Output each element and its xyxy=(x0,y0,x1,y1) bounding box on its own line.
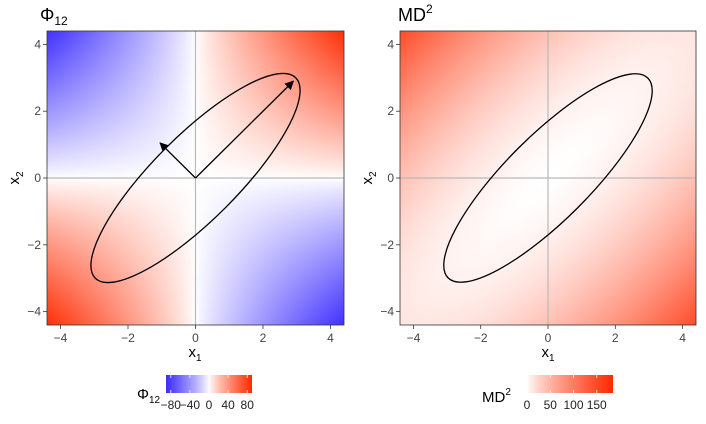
legend-colorbar xyxy=(166,375,252,393)
y-tick-label: −2 xyxy=(27,238,41,252)
legend-tick-label: −40 xyxy=(180,398,201,412)
legend-tick-label: 40 xyxy=(221,398,235,412)
x-axis-ticks: −4 −2 0 2 4 xyxy=(407,325,686,345)
x-tick-label: 0 xyxy=(545,331,552,345)
y-axis-ticks: −4 −2 0 2 4 xyxy=(27,37,47,319)
x-tick-label: −2 xyxy=(121,331,135,345)
y-axis-label: x2 xyxy=(6,171,26,185)
panel-md2: MD2 −4 −2 0 2 4 −4 −2 0 2 4 x1 x2 xyxy=(359,2,697,364)
ellipse-layer xyxy=(443,73,653,283)
arrow-layer xyxy=(159,80,295,179)
x-tick-label: 4 xyxy=(679,331,686,345)
x-axis-label: x1 xyxy=(541,344,555,364)
x-axis-label: x1 xyxy=(188,344,202,364)
legend-title: Φ12 xyxy=(137,386,161,406)
x-axis-ticks: −4 −2 0 2 4 xyxy=(54,325,334,345)
legend-tick-label: 50 xyxy=(544,398,558,412)
confidence-ellipse xyxy=(443,73,653,283)
legend-tick-label: 0 xyxy=(524,398,531,412)
y-axis-label: x2 xyxy=(359,171,379,185)
legend-tick-label: 150 xyxy=(587,398,607,412)
y-tick-label: −4 xyxy=(27,305,41,319)
eigenvector-arrow xyxy=(195,80,295,179)
legend-colorbar xyxy=(527,375,613,393)
panel-phi12: Φ12 −4 −2 0 2 4 −4 −2 0 2 4 x1 x2 xyxy=(6,5,345,364)
legend-ticks: 0 50 100 150 xyxy=(524,375,607,412)
y-tick-label: 4 xyxy=(387,37,394,51)
legend-phi12: Φ12 −80−40 0 40 80 xyxy=(137,375,254,412)
eigenvector-arrow xyxy=(159,142,196,179)
panel-title: MD2 xyxy=(398,2,433,25)
legend-tick-label: −80 xyxy=(161,398,182,412)
x-tick-label: −2 xyxy=(474,331,488,345)
y-tick-label: 2 xyxy=(34,104,41,118)
x-tick-label: 4 xyxy=(327,331,334,345)
legend-title: MD2 xyxy=(482,387,511,406)
x-tick-label: 2 xyxy=(612,331,619,345)
legend-ticks: −80−40 0 40 80 xyxy=(161,375,255,412)
legend-tick-label: 100 xyxy=(563,398,583,412)
x-tick-label: −4 xyxy=(407,331,421,345)
y-axis-ticks: −4 −2 0 2 4 xyxy=(380,37,400,319)
x-tick-label: 0 xyxy=(192,331,199,345)
y-tick-label: 4 xyxy=(34,37,41,51)
y-tick-label: 2 xyxy=(387,104,394,118)
x-tick-label: −4 xyxy=(54,331,68,345)
x-tick-label: 2 xyxy=(260,331,267,345)
legend-tick-label: 80 xyxy=(241,398,255,412)
zero-lines xyxy=(400,31,696,325)
y-tick-label: −2 xyxy=(380,238,394,252)
y-tick-label: 0 xyxy=(387,171,394,185)
y-tick-label: −4 xyxy=(380,305,394,319)
legend-tick-label: 0 xyxy=(206,398,213,412)
y-tick-label: 0 xyxy=(34,171,41,185)
legend-md2: MD2 0 50 100 150 xyxy=(482,375,613,412)
panel-title: Φ12 xyxy=(40,5,68,28)
